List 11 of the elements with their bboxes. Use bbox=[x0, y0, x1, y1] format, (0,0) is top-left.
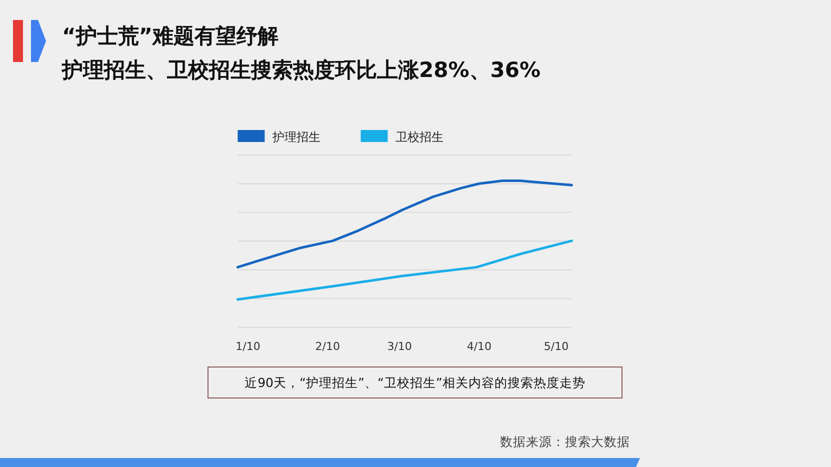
text: 近90天，“护理招生”、“卫校招生”相关内容的搜索热度走势 bbox=[244, 375, 586, 390]
x-tick-label: 3/10 bbox=[387, 340, 412, 353]
legend-label: 护理招生 bbox=[272, 130, 321, 144]
x-tick-label: 5/10 bbox=[544, 340, 569, 353]
x-tick-label: 4/10 bbox=[466, 340, 492, 353]
chart-title: “护士荒”难题有望纾解 bbox=[62, 24, 279, 48]
x-tick-label: 2/10 bbox=[315, 340, 340, 353]
source-note: 数据来源：搜索大数据 bbox=[500, 434, 630, 449]
chart-subtitle: 护理招生、卫校招生搜索热度环比上涨28%、36% bbox=[61, 58, 541, 82]
x-tick-label: 1/10 bbox=[236, 340, 260, 353]
legend-label: 卫校招生 bbox=[396, 130, 444, 144]
